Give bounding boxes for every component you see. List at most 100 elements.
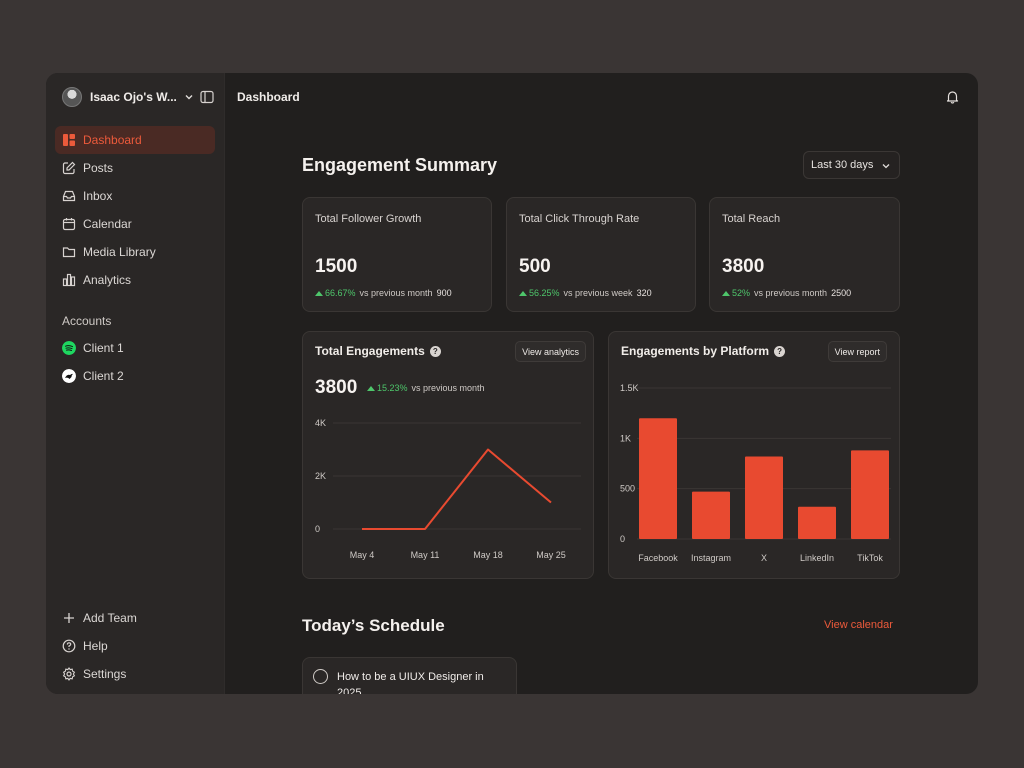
trend-up: 15.23%: [367, 383, 408, 393]
line-chart: 0 2K 4K May 4 May 11 May 18 May 25: [315, 418, 581, 560]
trend-up: 66.67%: [315, 288, 356, 298]
x-tick-label: May 4: [350, 550, 375, 560]
page-title: Dashboard: [237, 90, 300, 104]
sidebar-item-label: Help: [83, 639, 108, 653]
stat-card-follower-growth: Total Follower Growth 1500 66.67% vs pre…: [302, 197, 492, 312]
bar: [639, 418, 677, 539]
avatar[interactable]: [62, 87, 82, 107]
stat-period: vs previous week: [563, 288, 633, 298]
sidebar-item-posts[interactable]: Posts: [55, 154, 215, 182]
view-report-button[interactable]: View report: [827, 341, 887, 362]
stat-value: 1500: [315, 256, 358, 277]
account-client-2[interactable]: Client 2: [55, 362, 215, 390]
stat-previous: 2500: [831, 288, 852, 298]
x-tick-label: Instagram: [691, 553, 731, 563]
bell-icon[interactable]: [945, 89, 960, 104]
chevron-down-icon[interactable]: [183, 91, 195, 103]
date-range-select[interactable]: Last 30 days: [803, 151, 900, 179]
sidebar-item-label: Analytics: [83, 273, 132, 287]
sidebar-item-label: Posts: [83, 161, 114, 175]
x-tick-label: May 18: [473, 550, 503, 560]
sidebar-toggle-icon[interactable]: [200, 90, 214, 104]
stat-card-click-through-rate: Total Click Through Rate 500 56.25% vs p…: [506, 197, 696, 312]
x-tick-label: May 11: [411, 550, 440, 560]
sidebar-item-media-library[interactable]: Media Library: [55, 238, 215, 266]
summary-heading: Engagement Summary: [302, 155, 498, 175]
series-line: [362, 448, 552, 530]
stat-previous: 320: [636, 288, 652, 298]
task-card[interactable]: How to be a UIUX Designer in 2025: [302, 657, 517, 694]
stat-change: 52%: [732, 288, 751, 298]
stat-value: 3800: [722, 256, 765, 277]
y-tick-label: 4K: [315, 418, 326, 428]
bar-chart: 0 500 1K 1.5K Facebook Instagram X LinkedIn TikT…: [620, 383, 891, 563]
stat-footer: 56.25% vs previous week 320: [519, 288, 652, 298]
x-tick-label: LinkedIn: [800, 553, 834, 563]
task-checkbox[interactable]: [313, 669, 328, 684]
sidebar-item-calendar[interactable]: Calendar: [55, 210, 215, 238]
stat-label: Total Reach: [722, 213, 781, 225]
y-tick-label: 0: [620, 534, 625, 544]
dashboard-icon: [63, 134, 75, 146]
bar: [692, 491, 730, 539]
view-calendar-link[interactable]: View calendar: [824, 619, 893, 631]
sidebar-item-settings[interactable]: Settings: [55, 660, 215, 688]
help-icon[interactable]: ?: [429, 345, 441, 357]
app-window: Isaac Ojo's W... Dashboard Posts Inbox C…: [46, 73, 978, 694]
engagements-footer: 15.23% vs previous month: [367, 383, 485, 393]
accounts-heading: Accounts: [62, 314, 112, 328]
stat-footer: 52% vs previous month 2500: [722, 288, 851, 298]
chevron-down-icon: [882, 164, 890, 169]
y-tick-label: 2K: [315, 471, 326, 481]
stat-card-reach: Total Reach 3800 52% vs previous month 2…: [709, 197, 900, 312]
workspace-name[interactable]: Isaac Ojo's W...: [90, 90, 177, 104]
stat-period: vs previous month: [754, 288, 828, 298]
x-tick-label: TikTok: [857, 553, 883, 563]
account-client-1[interactable]: Client 1: [55, 334, 215, 362]
help-icon[interactable]: ?: [774, 345, 786, 357]
stat-change: 56.25%: [529, 288, 560, 298]
sidebar-item-label: Media Library: [83, 245, 156, 259]
sidebar-item-label: Add Team: [83, 611, 137, 625]
workspace-switcher[interactable]: Isaac Ojo's W...: [62, 86, 214, 108]
sidebar-item-add-team[interactable]: Add Team: [55, 604, 215, 632]
calendar-icon: [62, 218, 76, 231]
view-analytics-button[interactable]: View analytics: [515, 341, 586, 362]
trend-up-icon: [367, 385, 375, 391]
task-title: How to be a UIUX Designer in 2025: [337, 671, 484, 694]
account-label: Client 1: [83, 341, 124, 355]
stat-period: vs previous month: [359, 288, 433, 298]
stat-previous: 900: [436, 288, 452, 298]
edit-icon: [62, 161, 76, 175]
trend-up-icon: [315, 290, 323, 296]
sidebar-item-analytics[interactable]: Analytics: [55, 266, 215, 294]
x-tick-label: Facebook: [638, 553, 678, 563]
folder-icon: [62, 247, 76, 258]
spotify-icon: [62, 341, 76, 355]
trend-up-icon: [722, 290, 730, 296]
account-label: Client 2: [83, 369, 124, 383]
analytics-icon: [62, 273, 76, 287]
bar: [745, 456, 783, 539]
sidebar-item-label: Settings: [83, 667, 127, 681]
y-tick-label: 0: [315, 524, 320, 534]
sidebar-item-inbox[interactable]: Inbox: [55, 182, 215, 210]
sidebar-item-label: Dashboard: [83, 133, 142, 147]
trend-up-icon: [519, 290, 527, 296]
stat-label: Total Click Through Rate: [519, 213, 640, 225]
sidebar-item-help[interactable]: Help: [55, 632, 215, 660]
trend-up: 56.25%: [519, 288, 560, 298]
accounts-list: Client 1 Client 2: [55, 334, 215, 390]
stat-footer: 66.67% vs previous month 900: [315, 288, 452, 298]
y-tick-label: 500: [620, 484, 635, 494]
engagements-change: 15.23%: [377, 383, 408, 393]
platforms-title: Engagements by Platform: [621, 344, 770, 358]
inbox-icon: [62, 190, 76, 202]
sidebar-item-dashboard[interactable]: Dashboard: [55, 126, 215, 154]
total-engagements-card: Total Engagements ? View analytics 3800 …: [302, 331, 594, 579]
y-tick-label: 1.5K: [620, 383, 639, 393]
bar: [798, 506, 836, 539]
engagements-period: vs previous month: [411, 383, 485, 393]
engagements-value: 3800: [315, 377, 358, 398]
main-content: Dashboard Engagement Summary Last 30 day…: [225, 73, 978, 694]
